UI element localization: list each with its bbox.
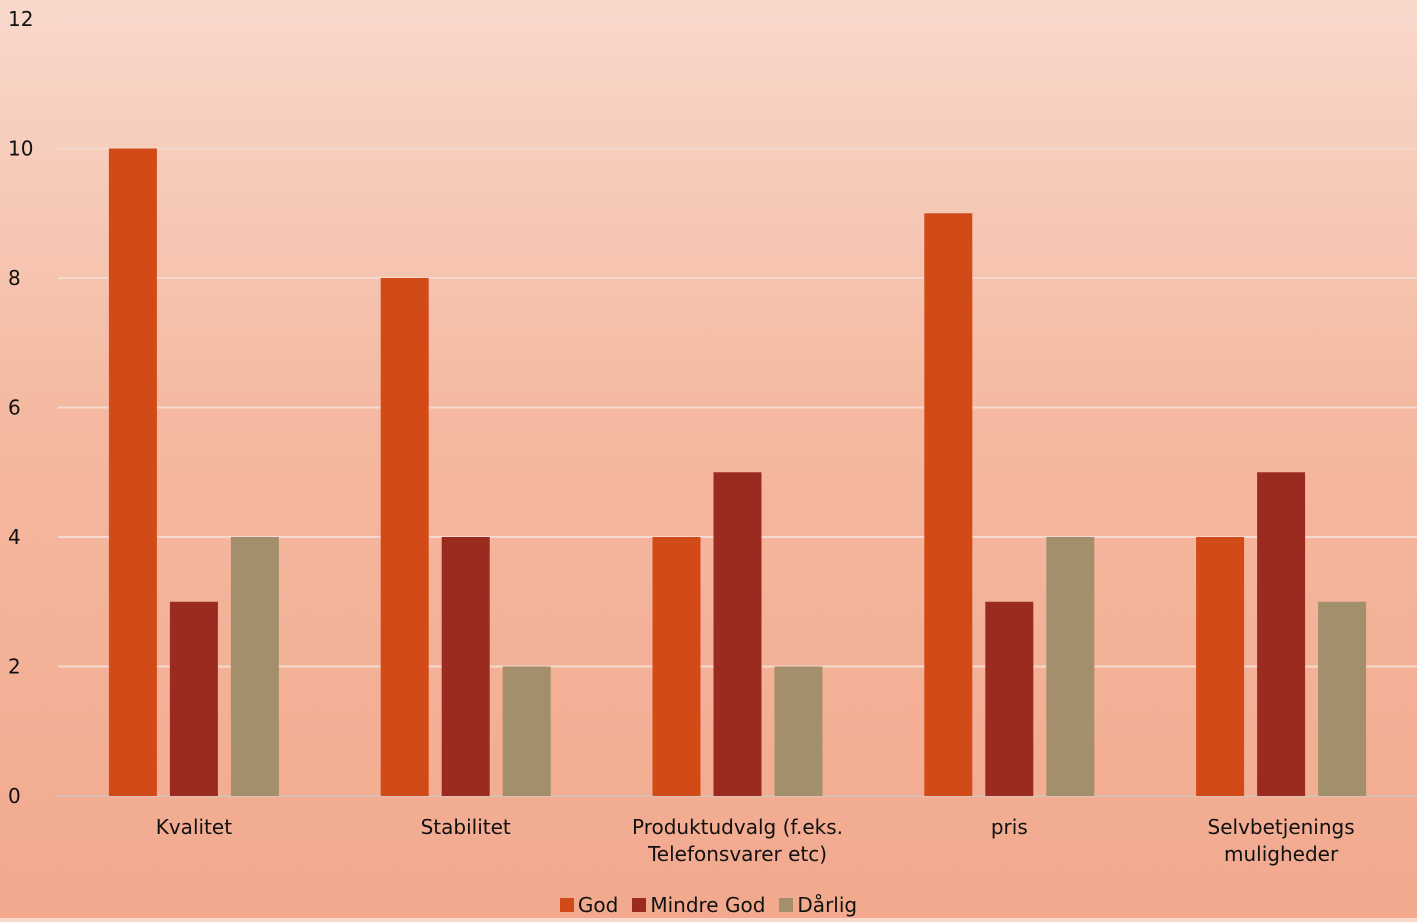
- bar-god: [1196, 537, 1245, 796]
- x-tick-label: Stabilitet: [421, 815, 511, 839]
- legend-label-god: God: [577, 893, 619, 917]
- legend: God Mindre God Dårlig: [0, 893, 1417, 917]
- y-tick-label: 4: [8, 525, 21, 549]
- bar-darlig: [230, 537, 279, 796]
- x-tick-label: Produktudvalg (f.eks.: [632, 815, 843, 839]
- y-tick-label: 2: [8, 655, 21, 679]
- y-tick-label: 10: [8, 137, 33, 161]
- bar-god: [924, 213, 973, 796]
- legend-label-mindre-god: Mindre God: [650, 893, 766, 917]
- x-tick-label: pris: [991, 815, 1028, 839]
- bar-god: [652, 537, 701, 796]
- legend-item-darlig: Dårlig: [779, 893, 857, 917]
- legend-item-mindre-god: Mindre God: [632, 893, 765, 917]
- legend-swatch-darlig: [779, 898, 794, 912]
- bar-mindre-god: [985, 601, 1034, 796]
- x-tick-label: Selvbetjenings: [1208, 815, 1355, 839]
- bar-darlig: [1318, 601, 1367, 796]
- y-tick-label: 0: [8, 784, 21, 808]
- legend-item-god: God: [559, 893, 619, 917]
- bar-god: [108, 148, 157, 796]
- x-tick-label: muligheder: [1224, 842, 1339, 866]
- legend-swatch-god: [559, 898, 574, 912]
- bar-god: [380, 278, 429, 796]
- bar-mindre-god: [1257, 472, 1306, 796]
- legend-swatch-mindre-god: [632, 898, 647, 912]
- bar-darlig: [502, 666, 551, 796]
- bar-mindre-god: [713, 472, 762, 796]
- bar-mindre-god: [169, 601, 218, 796]
- bar-darlig: [1046, 537, 1095, 796]
- y-tick-label: 8: [8, 266, 21, 290]
- y-tick-label: 12: [8, 7, 33, 31]
- x-tick-label: Kvalitet: [156, 815, 232, 839]
- bar-mindre-god: [441, 537, 490, 796]
- bar-darlig: [774, 666, 823, 796]
- x-tick-label: Telefonsvarer etc): [647, 842, 827, 866]
- y-tick-label: 6: [8, 396, 21, 420]
- legend-label-darlig: Dårlig: [797, 893, 858, 917]
